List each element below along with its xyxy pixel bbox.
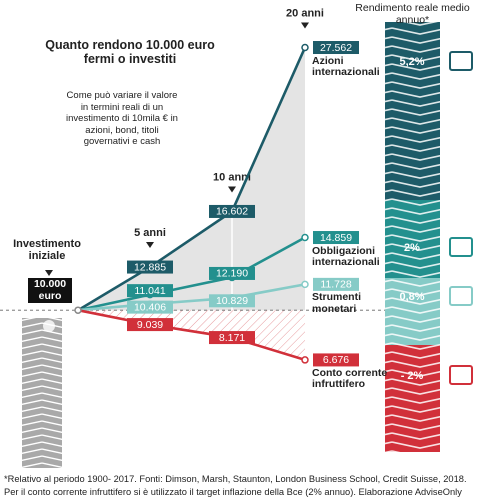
footnote: Per il conto corrente infruttifero si è …	[4, 487, 462, 497]
return-icon	[449, 237, 473, 257]
value-label: 6.676	[323, 354, 349, 366]
x-label: 5 anni	[134, 227, 166, 239]
value-label-bg	[127, 300, 173, 314]
return-label: - 2%	[401, 370, 424, 382]
series-line	[77, 283, 306, 312]
return-pattern	[385, 278, 440, 345]
x-label: 10 anni	[213, 171, 251, 183]
value-label-bg	[313, 277, 359, 291]
return-icon	[449, 286, 473, 306]
chart-subtitle: Come può variare il valore in termini re…	[66, 90, 178, 147]
return-icon	[449, 365, 473, 385]
return-label: 5,2%	[399, 56, 424, 68]
series-line	[77, 308, 306, 362]
marker-arrow	[228, 186, 236, 193]
marker-arrow	[301, 22, 309, 29]
point	[301, 356, 309, 364]
marker-arrow	[45, 270, 53, 276]
value-label: 11.041	[134, 285, 165, 297]
series-name: Obbligazioni internazionali	[312, 244, 380, 269]
return-pattern	[385, 345, 440, 452]
value-label-bg	[313, 353, 359, 367]
value-label-bg	[313, 41, 359, 55]
loss-area	[78, 310, 305, 360]
value-label-bg	[313, 231, 359, 245]
value-label: 27.562	[320, 42, 352, 54]
return-pattern	[385, 200, 440, 278]
point	[301, 233, 309, 242]
footnote: *Relativo al periodo 1900- 2017. Fonti: …	[4, 474, 467, 484]
initial-value: 10.000 euro	[28, 278, 72, 303]
returns-title: Rendimento reale medio annuo*	[355, 2, 470, 26]
series-name: Strumenti monetari	[312, 291, 362, 315]
series-line	[77, 46, 307, 312]
x-label: 20 anni	[286, 7, 324, 19]
marker-arrow	[146, 242, 154, 249]
gain-area	[78, 47, 305, 311]
value-label-bg	[209, 331, 255, 345]
value-label: 14.859	[320, 232, 352, 244]
value-label: 11.728	[320, 279, 351, 291]
value-label-bg	[209, 294, 255, 308]
series-line	[77, 236, 306, 312]
point	[301, 43, 309, 52]
series-name: Azioni internazionali	[312, 54, 380, 78]
value-label: 12.190	[216, 268, 248, 280]
return-label: 0,8%	[399, 291, 424, 303]
return-icon	[449, 51, 473, 71]
value-label: 9.039	[137, 319, 163, 331]
value-label: 12.885	[134, 261, 166, 273]
return-pattern	[385, 22, 440, 200]
value-label-bg	[127, 284, 173, 298]
chart-title: Quanto rendono 10.000 euro fermi o inves…	[45, 38, 215, 66]
series-name: Conto corrente infruttifero	[312, 366, 388, 391]
initial-label: Investimento iniziale	[13, 238, 81, 262]
value-label: 10.406	[134, 301, 166, 313]
point	[301, 280, 309, 289]
value-label-bg	[209, 204, 255, 218]
return-label: 2%	[404, 242, 420, 254]
value-label: 10.829	[216, 295, 248, 307]
start-point	[74, 306, 82, 314]
coin-stack	[22, 318, 62, 468]
value-label: 8.171	[219, 332, 245, 344]
value-label-bg	[209, 266, 255, 280]
value-label: 16.602	[216, 206, 248, 218]
value-label-bg	[127, 318, 173, 332]
value-label-bg	[127, 260, 173, 274]
